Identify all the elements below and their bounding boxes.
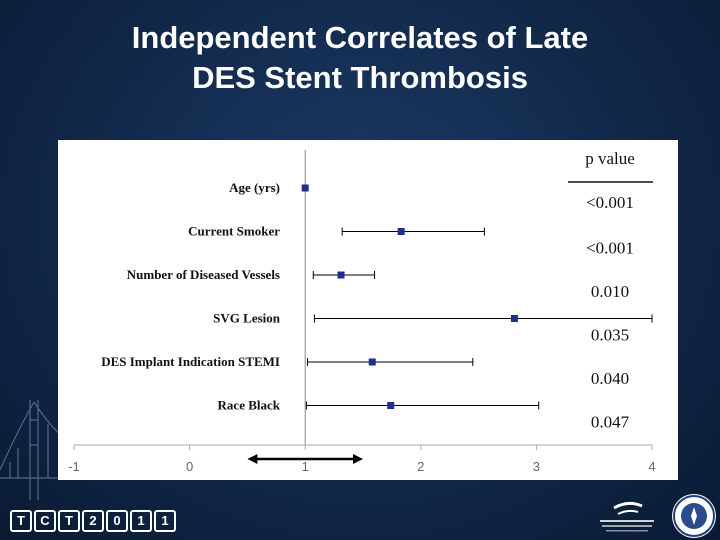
logo-char-box: 2 [82,510,104,532]
p-value: 0.047 [591,413,630,432]
row-label: SVG Lesion [213,311,281,326]
research-foundation-logo [600,501,654,532]
estimate-marker [337,271,345,279]
p-value: 0.040 [591,369,629,388]
logo-char-box: T [58,510,80,532]
p-value: 0.010 [591,282,629,301]
pvalue-header: p value [585,149,635,168]
logo-char-box: T [10,510,32,532]
estimate-marker [397,228,405,235]
slide-title: Independent Correlates of Late DES Stent… [0,18,720,98]
p-value: <0.001 [586,193,634,212]
x-tick-label: 2 [417,459,424,474]
x-tick-label: 1 [302,459,309,474]
x-tick-label: -1 [68,459,80,474]
row-label: Number of Diseased Vessels [127,267,280,282]
forest-plot: Age (yrs) Current Smoker Number of Disease… [68,149,655,474]
logo-char-box: 1 [154,510,176,532]
estimate-marker [510,315,518,322]
slide-title-line2: DES Stent Thrombosis [192,60,528,95]
x-tick-label: 4 [648,459,655,474]
seal-logo [672,494,716,538]
forest-plot-panel: Age (yrs) Current Smoker Number of Disease… [58,140,678,480]
estimate-marker [368,358,376,366]
logo-char-box: C [34,510,56,532]
logo-char-box: 0 [106,510,128,532]
estimate-marker [387,402,395,409]
x-tick-label: 0 [186,459,193,474]
row-label: Age (yrs) [229,180,280,195]
double-arrow [247,454,363,464]
slide-title-line1: Independent Correlates of Late [131,20,589,55]
row-label: Race Black [218,398,281,413]
row-label: DES Implant Indication STEMI [101,354,280,369]
p-value: 0.035 [591,326,629,345]
estimate-marker [301,184,309,192]
row-label: Current Smoker [188,224,280,239]
logo-char-box: 1 [130,510,152,532]
p-value: <0.001 [586,239,634,258]
x-tick-label: 3 [533,459,540,474]
